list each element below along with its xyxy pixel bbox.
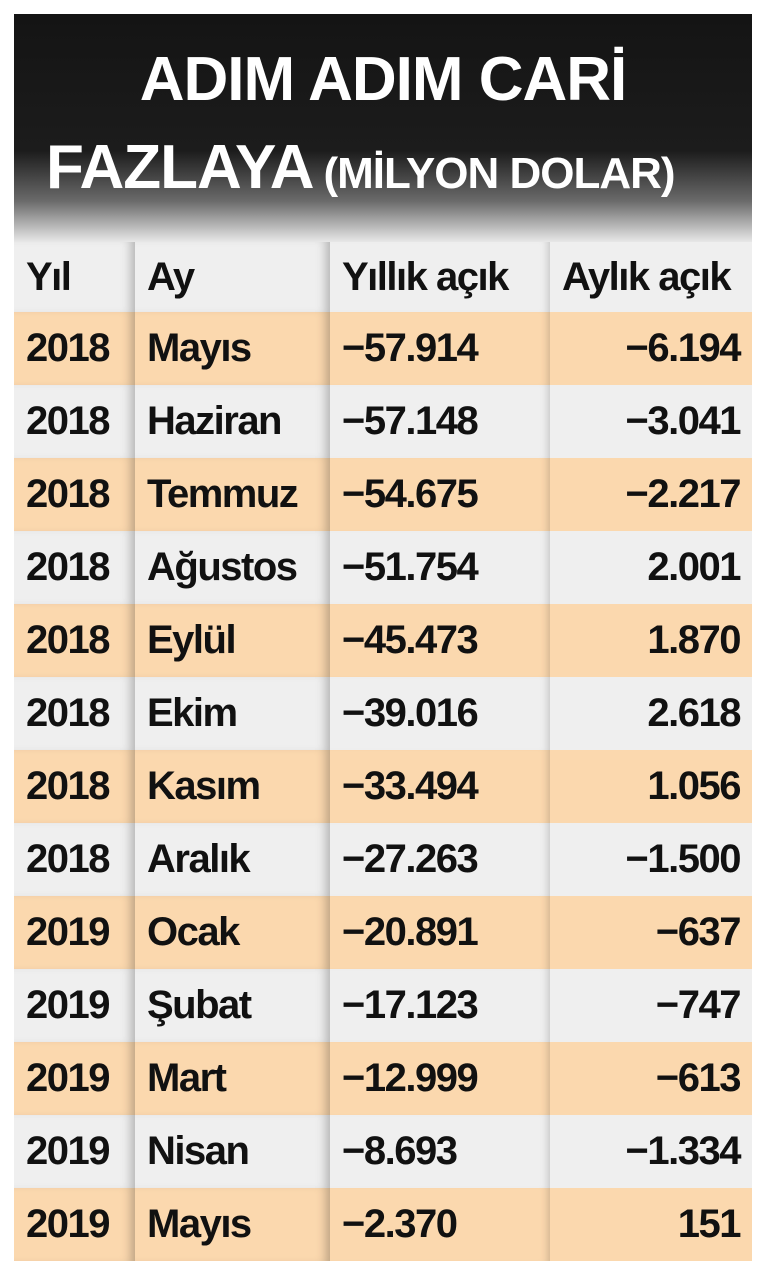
table-cell: −12.999 [330, 1042, 550, 1115]
table-cell: Haziran [135, 385, 330, 458]
table-row: 2018 Ağustos −51.754 2.001 [14, 531, 752, 604]
table-cell: −1.500 [550, 823, 752, 896]
title: FAZLAYA (MİLYON DOLAR) [46, 132, 676, 203]
table-cell: −637 [550, 896, 752, 969]
table-cell: −2.370 [330, 1188, 550, 1261]
table-row: 2019 Ocak −20.891 −637 [14, 896, 752, 969]
table-cell: Temmuz [135, 458, 330, 531]
table-cell: −17.123 [330, 969, 550, 1042]
table-cell: −747 [550, 969, 752, 1042]
table-cell: −27.263 [330, 823, 550, 896]
table: Yıl Ay Yıllık açık Aylık açık 2018 Mayıs −57.… [14, 242, 752, 1261]
header-row: Yıl Ay Yıllık açık Aylık açık [14, 242, 752, 312]
table-cell: −57.914 [330, 312, 550, 385]
table-cell: −45.473 [330, 604, 550, 677]
table-cell: 2019 [14, 1115, 135, 1188]
column-header: Yıl [14, 242, 135, 312]
table-cell: 2018 [14, 531, 135, 604]
table-cell: 2019 [14, 1188, 135, 1261]
table-cell: Mart [135, 1042, 330, 1115]
table-cell: 2018 [14, 604, 135, 677]
table-cell: Şubat [135, 969, 330, 1042]
table-row: 2019 Mart −12.999 −613 [14, 1042, 752, 1115]
table-cell: Nisan [135, 1115, 330, 1188]
column-header: Yıllık açık [330, 242, 550, 312]
table-cell: Mayıs [135, 1188, 330, 1261]
table-cell: −6.194 [550, 312, 752, 385]
table-cell: 1.870 [550, 604, 752, 677]
table-cell: −613 [550, 1042, 752, 1115]
table-cell: −3.041 [550, 385, 752, 458]
table-cell: −20.891 [330, 896, 550, 969]
table-body: 2018 Mayıs −57.914 −6.194 2018 Haziran −57.148… [14, 312, 752, 1261]
table-cell: 2.618 [550, 677, 752, 750]
table-cell: −1.334 [550, 1115, 752, 1188]
table-row: 2018 Haziran −57.148 −3.041 [14, 385, 752, 458]
table-cell: 2018 [14, 458, 135, 531]
table-cell: 2018 [14, 677, 135, 750]
table-cell: Kasım [135, 750, 330, 823]
table-cell: −54.675 [330, 458, 550, 531]
table-cell: 2018 [14, 385, 135, 458]
table-cell: 2018 [14, 823, 135, 896]
table-row: 2018 Eylül −45.473 1.870 [14, 604, 752, 677]
column-header: Ay [135, 242, 330, 312]
table-cell: 2019 [14, 896, 135, 969]
table-cell: −57.148 [330, 385, 550, 458]
table-row: 2018 Ekim −39.016 2.618 [14, 677, 752, 750]
table-cell: −8.693 [330, 1115, 550, 1188]
table-cell: Aralık [135, 823, 330, 896]
table-cell: Mayıs [135, 312, 330, 385]
table-cell: Ocak [135, 896, 330, 969]
table-cell: Ağustos [135, 531, 330, 604]
table-row: 2019 Mayıs −2.370 151 [14, 1188, 752, 1261]
table-cell: 2019 [14, 1042, 135, 1115]
table-cell: −2.217 [550, 458, 752, 531]
table-row: 2019 Nisan −8.693 −1.334 [14, 1115, 752, 1188]
column-header: Aylık açık [550, 242, 752, 312]
title: FAZLAYA [46, 133, 314, 202]
table-row: 2018 Aralık −27.263 −1.500 [14, 823, 752, 896]
title: ADIM ADIM CARİ [139, 45, 628, 114]
table-cell: −39.016 [330, 677, 550, 750]
table-row: 2019 Şubat −17.123 −747 [14, 969, 752, 1042]
table-cell: 1.056 [550, 750, 752, 823]
table-row: 2018 Mayıs −57.914 −6.194 [14, 312, 752, 385]
table-cell: 2018 [14, 750, 135, 823]
table-cell: −33.494 [330, 750, 550, 823]
header: ADIM ADIM CARİ FAZLAYA (MİLYON DOLAR) [14, 14, 752, 242]
table-cell: 2018 [14, 312, 135, 385]
table-cell: 151 [550, 1188, 752, 1261]
subtitle: (MİLYON DOLAR) [323, 149, 676, 198]
table-cell: −51.754 [330, 531, 550, 604]
table-cell: 2.001 [550, 531, 752, 604]
table-row: 2018 Temmuz −54.675 −2.217 [14, 458, 752, 531]
table-row: 2018 Kasım −33.494 1.056 [14, 750, 752, 823]
table-cell: 2019 [14, 969, 135, 1042]
table-cell: Ekim [135, 677, 330, 750]
table-cell: Eylül [135, 604, 330, 677]
